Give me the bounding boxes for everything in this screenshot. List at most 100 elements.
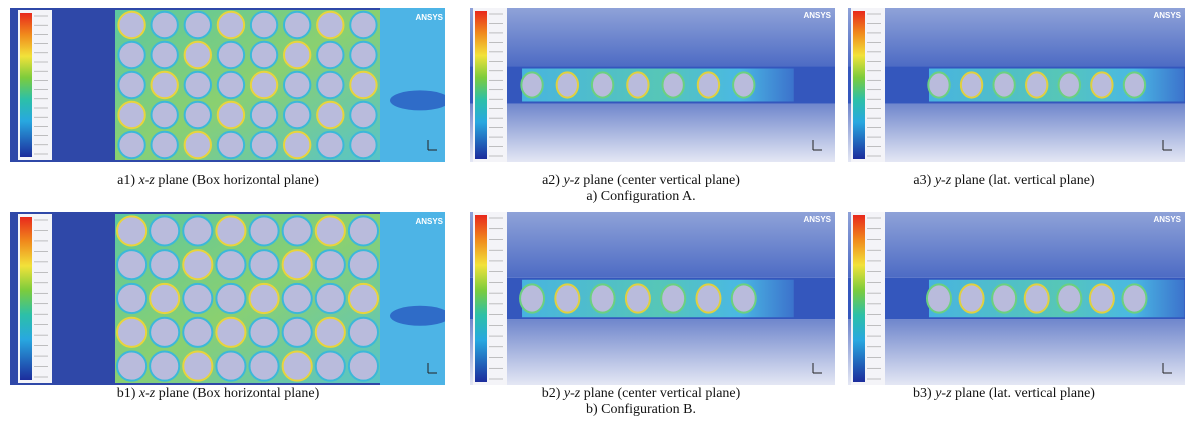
cylinder xyxy=(557,72,578,97)
cylinder xyxy=(592,72,613,97)
cylinder xyxy=(283,318,312,347)
colorbar xyxy=(853,11,865,159)
cylinder xyxy=(283,216,312,245)
cylinder xyxy=(249,216,278,245)
outlet-plume xyxy=(390,306,450,326)
panel-label: a3) xyxy=(913,173,931,188)
cylinder xyxy=(183,318,212,347)
cylinder xyxy=(733,72,754,97)
upper-region xyxy=(848,8,1185,67)
cylinder xyxy=(555,284,579,312)
cylinder xyxy=(218,132,244,158)
cylinder xyxy=(150,284,179,313)
upper-region xyxy=(470,212,835,278)
cylinder xyxy=(185,132,211,158)
cylinder xyxy=(118,72,144,98)
lower-region xyxy=(470,319,835,385)
cylinder xyxy=(993,72,1014,97)
cylinder xyxy=(216,318,245,347)
colorbar xyxy=(20,13,32,157)
row-caption: b) Configuration B. xyxy=(586,402,696,417)
cylinder xyxy=(150,352,179,381)
cylinder xyxy=(249,318,278,347)
panel: ANSYS xyxy=(10,8,450,162)
cylinder xyxy=(118,42,144,68)
cylinder xyxy=(183,250,212,279)
cylinder xyxy=(316,352,345,381)
cylinder xyxy=(284,12,310,38)
cylinder xyxy=(251,72,277,98)
cylinder xyxy=(117,216,146,245)
colorbar xyxy=(475,215,487,382)
panel-label: b2) xyxy=(542,386,561,401)
cylinder xyxy=(284,72,310,98)
panel-label: a1) xyxy=(117,173,135,188)
cylinder xyxy=(249,352,278,381)
logo: ANSYS xyxy=(1153,215,1181,224)
cylinder xyxy=(150,318,179,347)
cylinder xyxy=(251,132,277,158)
cylinder xyxy=(317,42,343,68)
panel: ANSYS xyxy=(470,212,835,385)
cylinder xyxy=(1026,72,1047,97)
panel: ANSYS xyxy=(848,8,1185,162)
cylinder xyxy=(698,72,719,97)
cylinder xyxy=(350,72,376,98)
lower-region xyxy=(470,103,835,162)
cylinder xyxy=(1090,284,1114,312)
cylinder xyxy=(284,42,310,68)
cylinder xyxy=(961,72,982,97)
cylinder xyxy=(251,12,277,38)
logo: ANSYS xyxy=(415,13,443,22)
logo: ANSYS xyxy=(415,217,443,226)
cylinder xyxy=(349,352,378,381)
cylinder xyxy=(183,284,212,313)
colorbar xyxy=(475,11,487,159)
cylinder xyxy=(185,12,211,38)
panel-content: ANSYS xyxy=(10,8,450,162)
upper-region xyxy=(848,212,1185,278)
cylinder xyxy=(520,284,544,312)
cylinder xyxy=(350,102,376,128)
logo: ANSYS xyxy=(1153,11,1181,20)
cylinder xyxy=(185,72,211,98)
cylinder xyxy=(218,12,244,38)
cylinder xyxy=(317,12,343,38)
outlet-region xyxy=(380,8,445,162)
cylinder xyxy=(150,216,179,245)
logo: ANSYS xyxy=(803,11,831,20)
cylinder xyxy=(350,132,376,158)
cylinder xyxy=(1059,72,1080,97)
plane-name: y-z xyxy=(561,173,580,188)
panel-description: plane (lat. vertical plane) xyxy=(955,386,1095,401)
cylinder xyxy=(316,216,345,245)
cylinder xyxy=(591,284,615,312)
cylinder xyxy=(151,42,177,68)
cylinder xyxy=(218,102,244,128)
plane-name: y-z xyxy=(933,386,952,401)
cylinder xyxy=(316,318,345,347)
cylinder xyxy=(1124,72,1145,97)
cylinder xyxy=(960,284,984,312)
panel-caption: a2) y-z plane (center vertical plane) xyxy=(542,173,740,188)
row-caption: a) Configuration A. xyxy=(586,189,695,204)
cylinder xyxy=(284,132,310,158)
panel-caption: a1) x-z plane (Box horizontal plane) xyxy=(117,173,319,188)
cylinder xyxy=(349,318,378,347)
cylinder xyxy=(316,250,345,279)
cylinder xyxy=(216,352,245,381)
panel-description: plane (lat. vertical plane) xyxy=(955,173,1095,188)
cylinder xyxy=(118,102,144,128)
cylinder xyxy=(696,284,720,312)
cylinder xyxy=(521,72,542,97)
cylinder xyxy=(249,284,278,313)
cylinder xyxy=(317,132,343,158)
cylinder xyxy=(117,284,146,313)
cylinder xyxy=(251,42,277,68)
panel-label: b3) xyxy=(913,386,932,401)
cylinder xyxy=(216,250,245,279)
panel-caption: b2) y-z plane (center vertical plane) xyxy=(542,386,741,401)
cylinder xyxy=(283,284,312,313)
cylinder xyxy=(350,12,376,38)
panel-content: ANSYS xyxy=(10,212,450,385)
